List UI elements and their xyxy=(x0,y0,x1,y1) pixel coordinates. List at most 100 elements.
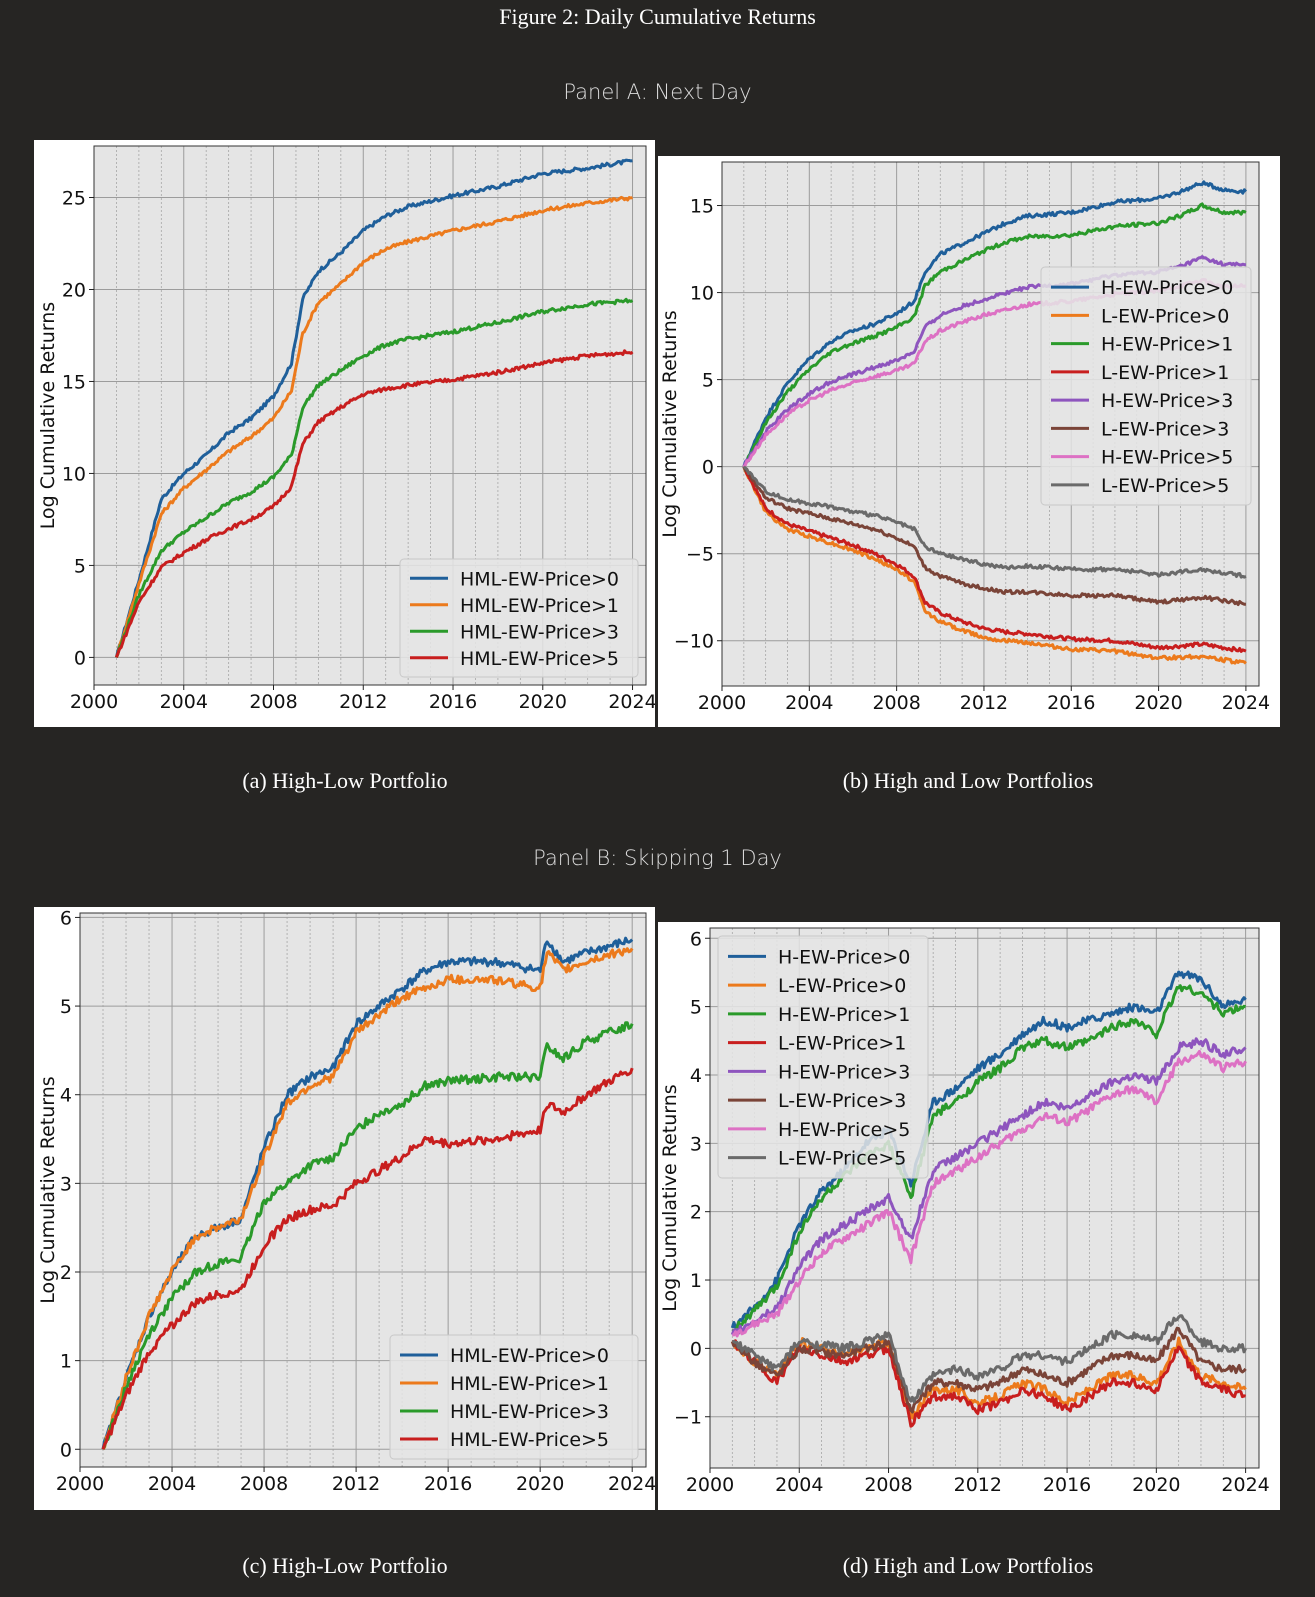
y-tick-label: 1 xyxy=(690,1270,702,1292)
series-line-h-ew-price-0 xyxy=(730,970,1247,1329)
y-tick-label: −1 xyxy=(674,1407,702,1429)
y-tick-label: 5 xyxy=(690,997,702,1019)
legend-label: H-EW-Price>1 xyxy=(778,1004,910,1026)
x-tick-label: 2000 xyxy=(70,691,118,713)
x-tick-label: 2012 xyxy=(960,692,1008,714)
chart-a: 2000 2004 2008 2012 2016 2020 2024 0 5 10 15 20 25 Lo… xyxy=(34,140,655,727)
series-line-h-ew-price-3 xyxy=(730,1037,1247,1336)
y-tick-label: 25 xyxy=(62,188,86,210)
y-tick-label: 4 xyxy=(60,1085,72,1107)
panel-a-title: Panel A: Next Day xyxy=(563,80,752,104)
y-axis-label: Log Cumulative Returns xyxy=(659,1084,681,1311)
legend-box xyxy=(717,935,929,1179)
legend: H-EW-Price>0 L-EW-Price>0 H-EW-Price>1 L-EW… xyxy=(1040,266,1252,506)
caption-c: (c) High-Low Portfolio xyxy=(242,1553,448,1578)
x-tick-label: 2000 xyxy=(686,1474,734,1496)
y-axis-label: Log Cumulative Returns xyxy=(37,302,59,529)
series-line-l-ew-price-1 xyxy=(742,465,1247,653)
x-tick-label: 2020 xyxy=(1134,692,1182,714)
series-line-h-ew-price-1 xyxy=(731,984,1246,1334)
legend: HML-EW-Price>0 HML-EW-Price>1 HML-EW-Price… xyxy=(389,1334,639,1460)
y-tick-label: 15 xyxy=(690,196,714,218)
y-tick-label: 0 xyxy=(60,1439,72,1461)
panel-b-title: Panel B: Skipping 1 Day xyxy=(533,846,782,870)
series-line-l-ew-price-3 xyxy=(742,466,1246,607)
legend-label: HML-EW-Price>5 xyxy=(460,648,619,670)
caption-a: (a) High-Low Portfolio xyxy=(242,768,448,793)
series-line-l-ew-price-3 xyxy=(730,1326,1247,1414)
y-tick-label: 0 xyxy=(690,1338,702,1360)
legend-label: HML-EW-Price>0 xyxy=(450,1345,609,1367)
x-tick-label: 2016 xyxy=(424,1473,472,1495)
legend-box xyxy=(1040,266,1252,506)
x-tick-label: 2012 xyxy=(339,691,387,713)
legend-label: H-EW-Price>3 xyxy=(778,1061,910,1083)
x-tick-label: 2020 xyxy=(519,691,567,713)
y-tick-label: 3 xyxy=(60,1173,72,1195)
x-tick-label: 2016 xyxy=(1043,1474,1091,1496)
x-tick-label: 2008 xyxy=(864,1474,912,1496)
chart-d: 2000 2004 2008 2012 2016 2020 2024 −1 0 1 2 3 4 5 6 Log… xyxy=(658,922,1280,1510)
axes-frame xyxy=(709,927,1260,1469)
series-line-hml-ew-price-5 xyxy=(101,1067,634,1450)
legend-label: L-EW-Price>0 xyxy=(1101,305,1229,327)
legend-box xyxy=(389,1334,639,1460)
y-axis-label: Log Cumulative Returns xyxy=(659,310,681,537)
y-tick-label: 5 xyxy=(60,996,72,1018)
y-tick-label: 0 xyxy=(74,647,86,669)
x-tick-label: 2024 xyxy=(608,1473,655,1495)
x-tick-label: 2024 xyxy=(1222,692,1270,714)
y-axis-label: Log Cumulative Returns xyxy=(37,1076,59,1303)
y-tick-label: 0 xyxy=(702,457,714,479)
legend-label: L-EW-Price>1 xyxy=(1101,362,1229,384)
legend-label: HML-EW-Price>3 xyxy=(450,1401,609,1423)
x-tick-label: 2000 xyxy=(56,1473,104,1495)
x-tick-label: 2016 xyxy=(429,691,477,713)
figure-title: Figure 2: Daily Cumulative Returns xyxy=(499,4,816,29)
y-tick-label: −10 xyxy=(674,631,714,653)
series-line-l-ew-price-5 xyxy=(742,465,1247,579)
series-line-hml-ew-price-0 xyxy=(114,158,633,658)
legend-label: L-EW-Price>5 xyxy=(778,1148,906,1170)
legend-label: L-EW-Price>3 xyxy=(778,1090,906,1112)
legend-label: L-EW-Price>1 xyxy=(778,1033,906,1055)
y-tick-label: 15 xyxy=(62,371,86,393)
x-tick-label: 2012 xyxy=(954,1474,1002,1496)
series-line-l-ew-price-5 xyxy=(732,1314,1247,1404)
series-line-hml-ew-price-5 xyxy=(114,349,634,658)
x-tick-label: 2000 xyxy=(698,692,746,714)
y-tick-label: 4 xyxy=(690,1065,702,1087)
x-tick-label: 2004 xyxy=(775,1474,823,1496)
x-tick-label: 2016 xyxy=(1047,692,1095,714)
axes-frame xyxy=(93,145,647,686)
axes-frame xyxy=(721,161,1260,687)
y-tick-label: 2 xyxy=(60,1262,72,1284)
x-tick-label: 2004 xyxy=(785,692,833,714)
x-tick-label: 2020 xyxy=(1132,1474,1180,1496)
legend-label: L-EW-Price>5 xyxy=(1101,475,1229,497)
y-tick-label: 1 xyxy=(60,1351,72,1373)
legend-label: HML-EW-Price>5 xyxy=(450,1429,609,1451)
y-tick-label: 10 xyxy=(690,283,714,305)
series-line-hml-ew-price-3 xyxy=(101,1021,634,1450)
legend: H-EW-Price>0 L-EW-Price>0 H-EW-Price>1 L-EW… xyxy=(717,935,929,1179)
legend-label: H-EW-Price>3 xyxy=(1101,390,1233,412)
chart-b: 2000 2004 2008 2012 2016 2020 2024 −10 −5 0 5 10 15 L… xyxy=(658,156,1280,727)
legend-box xyxy=(399,558,639,678)
y-tick-label: 20 xyxy=(62,279,86,301)
legend-label: HML-EW-Price>1 xyxy=(450,1373,609,1395)
x-tick-label: 2008 xyxy=(249,691,297,713)
series-line-l-ew-price-0 xyxy=(742,466,1247,665)
legend-label: HML-EW-Price>0 xyxy=(460,568,619,590)
y-tick-label: 10 xyxy=(62,463,86,485)
legend-label: H-EW-Price>0 xyxy=(1101,277,1233,299)
y-tick-label: 5 xyxy=(74,555,86,577)
legend-label: L-EW-Price>0 xyxy=(778,975,906,997)
series-line-h-ew-price-0 xyxy=(742,180,1248,468)
legend-label: H-EW-Price>5 xyxy=(1101,447,1233,469)
y-tick-label: 3 xyxy=(690,1133,702,1155)
y-tick-label: 6 xyxy=(690,928,702,950)
legend-label: L-EW-Price>3 xyxy=(1101,418,1229,440)
series-line-h-ew-price-5 xyxy=(732,1049,1247,1338)
series-line-hml-ew-price-0 xyxy=(101,936,634,1450)
